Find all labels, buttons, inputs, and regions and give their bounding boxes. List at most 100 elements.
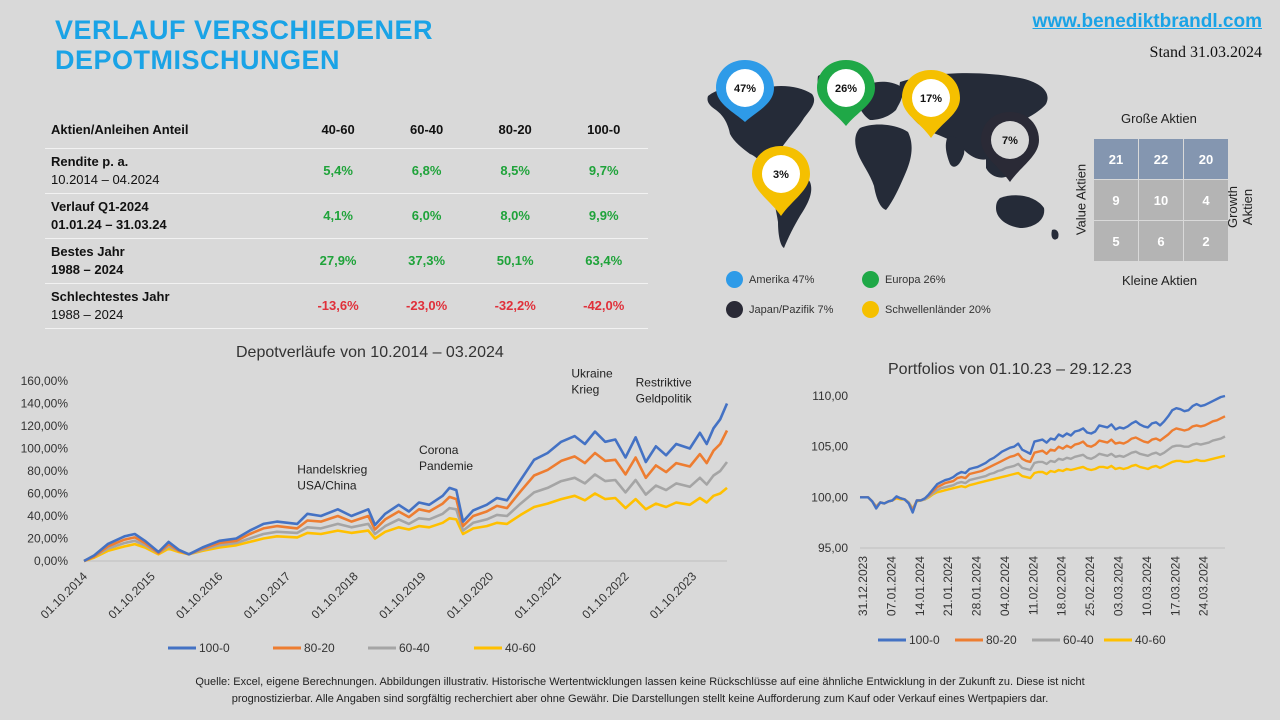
chart-annotation: Geldpolitik [636, 392, 693, 406]
stand-date: Stand 31.03.2024 [1149, 44, 1262, 61]
title-line-2: DEPOTMISCHUNGEN [55, 45, 341, 75]
y-tick-label: 100,00% [21, 442, 69, 456]
y-tick-label: 100,00 [811, 490, 848, 504]
pin-center [827, 69, 865, 107]
style-cell: 20 [1184, 139, 1228, 179]
portfolio-line-chart: 95,00 100,00 105,00 110,00 31.12.2023 07.01.2… [811, 389, 1226, 647]
y-tick-label: 110,00 [812, 389, 848, 403]
stats-value: -32,2% [470, 283, 560, 329]
series-line-60-40 [83, 461, 729, 563]
legend-label: 40-60 [1135, 633, 1166, 647]
row-label: Bestes Jahr 1988 – 2024 [45, 238, 294, 284]
x-tick-label: 24.03.2024 [1197, 556, 1211, 616]
stats-value: 63,4% [559, 238, 648, 284]
legend-label: Schwellenländer 20% [885, 303, 991, 316]
style-cell: 5 [1094, 221, 1138, 261]
x-tick-label: 11.02.2024 [1026, 556, 1040, 615]
x-tick-label: 10.03.2024 [1140, 556, 1154, 616]
chart-title-depot: Depotverläufe von 10.2014 – 03.2024 [236, 344, 504, 361]
stats-value: -13,6% [293, 283, 383, 329]
stats-row: Rendite p. a. 10.2014 – 04.2024 5,4% 6,8%… [45, 148, 648, 194]
x-tick-label: 01.10.2014 [38, 569, 91, 622]
footer-line-2: prognostizierbar. Alle Angaben sind sorg… [231, 693, 1049, 705]
stats-value: 6,0% [382, 193, 471, 239]
x-tick-label: 21.01.2024 [941, 556, 955, 616]
continent-africa [855, 124, 912, 210]
legend-label: Japan/Pazifik 7% [749, 303, 834, 316]
style-label-left: Value Aktien [1073, 163, 1089, 236]
x-tick-label: 01.10.2018 [308, 569, 361, 622]
x-tick-label: 14.01.2024 [913, 556, 927, 616]
pin-center [991, 121, 1029, 159]
legend-label: 80-20 [304, 641, 335, 655]
x-tick-label: 17.03.2024 [1168, 556, 1182, 616]
x-tick-label: 28.01.2024 [970, 556, 984, 616]
x-tick-label: 18.02.2024 [1055, 556, 1069, 616]
chart-title-portfolios: Portfolios von 01.10.23 – 29.12.23 [888, 361, 1132, 378]
y-tick-label: 80,00% [27, 464, 68, 478]
y-tick-label: 105,00 [811, 440, 848, 454]
legend-dot [726, 271, 743, 288]
stats-header-cell: Aktien/Anleihen Anteil [45, 112, 294, 149]
stats-header-cell: 40-60 [293, 112, 383, 149]
y-tick-label: 120,00% [21, 419, 69, 433]
stats-value: 27,9% [293, 238, 383, 284]
page-title: VERLAUF VERSCHIEDENER DEPOTMISCHUNGEN [55, 15, 433, 75]
style-label-top: Große Aktien [1121, 111, 1197, 126]
y-tick-label: 0,00% [34, 554, 68, 568]
pin-label: 7% [1002, 135, 1018, 147]
x-tick-label: 01.10.2020 [444, 569, 497, 622]
continent-new-zealand [1051, 229, 1059, 240]
map-legend-amerika: Amerika 47% [726, 271, 814, 288]
stats-row: Verlauf Q1-2024 01.01.24 – 31.03.24 4,1% … [45, 193, 648, 239]
stats-value: 5,4% [293, 148, 383, 194]
legend-label: Europa 26% [885, 273, 946, 286]
legend-dot [862, 271, 879, 288]
pin-amerika: 47% [716, 60, 774, 122]
stats-header-cell: 60-40 [382, 112, 471, 149]
x-tick-label: 01.10.2019 [376, 569, 429, 622]
stats-header-cell: 80-20 [470, 112, 560, 149]
x-tick-label: 03.03.2024 [1112, 556, 1126, 616]
stats-value: 37,3% [382, 238, 471, 284]
stats-value: 50,1% [470, 238, 560, 284]
pin-japan-pazifik: 7% [981, 112, 1039, 182]
stats-header-row: Aktien/Anleihen Anteil 40-60 60-40 80-20… [45, 112, 648, 149]
chart-annotation: Pandemie [419, 459, 473, 473]
legend-label: 80-20 [986, 633, 1017, 647]
x-tick-label: 31.12.2023 [856, 556, 870, 616]
style-cell: 9 [1094, 180, 1138, 220]
title-line-1: VERLAUF VERSCHIEDENER [55, 15, 434, 45]
legend-label: 60-40 [399, 641, 430, 655]
chart-annotation: Handelskrieg [297, 462, 367, 476]
website-link[interactable]: www.benediktbrandl.com [1032, 11, 1262, 32]
stats-value: 8,0% [470, 193, 560, 239]
series-line-100-0 [83, 402, 729, 563]
legend-label: Amerika 47% [749, 273, 815, 286]
y-tick-label: 40,00% [27, 509, 68, 523]
depot-line-chart: 0,00% 20,00% 40,00% 60,00% 80,00% 100,00% 120,… [21, 368, 729, 655]
stats-row: Schlechtestes Jahr 1988 – 2024 -13,6% -23… [45, 283, 648, 329]
chart-annotation: Restriktive [636, 376, 692, 390]
y-tick-label: 95,00 [818, 541, 848, 555]
world-map: 47% 26% 17% 3% 7% [707, 60, 1059, 248]
style-cell: 21 [1094, 139, 1138, 179]
series-line-100-0 [860, 394, 1226, 514]
pin-center [762, 155, 800, 193]
stats-row: Bestes Jahr 1988 – 2024 27,9% 37,3% 50,1%… [45, 238, 648, 284]
pin-europa: 26% [817, 60, 875, 126]
continent-india [945, 136, 965, 167]
x-tick-label: 01.10.2022 [579, 569, 632, 622]
row-label: Schlechtestes Jahr 1988 – 2024 [45, 283, 294, 329]
footer-disclaimer: Quelle: Excel, eigene Berechnungen. Abbi… [0, 674, 1280, 708]
legend-dot [726, 301, 743, 318]
style-label-bottom: Kleine Aktien [1122, 273, 1198, 288]
chart-annotation: Krieg [571, 383, 599, 397]
stats-header-cell: 100-0 [559, 112, 648, 149]
pin-schwellenlaender-suedamerika: 3% [752, 146, 810, 216]
stats-value: -42,0% [559, 283, 648, 329]
row-label: Verlauf Q1-2024 01.01.24 – 31.03.24 [45, 193, 294, 239]
stats-table: Aktien/Anleihen Anteil 40-60 60-40 80-20… [45, 112, 648, 329]
stats-value: 8,5% [470, 148, 560, 194]
series-line-40-60 [860, 454, 1226, 510]
